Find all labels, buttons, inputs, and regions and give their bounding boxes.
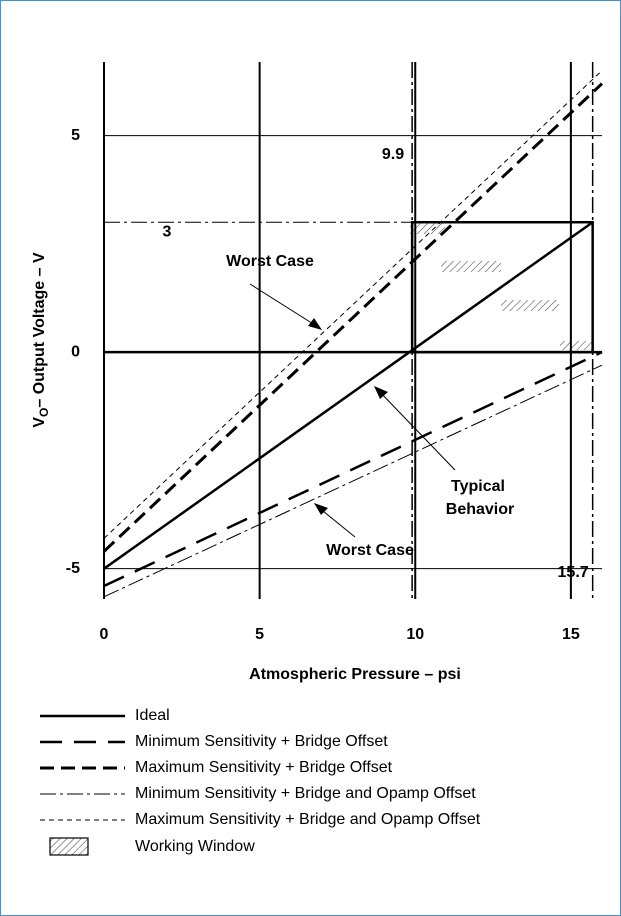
y-axis-label: VO– Output Voltage – V (31, 252, 51, 428)
y-tick-label: 0 (71, 343, 80, 360)
series-line (103, 70, 603, 539)
marker-label: 15.7 (558, 564, 589, 581)
arrow (377, 389, 456, 471)
legend-label: Working Window (135, 838, 255, 855)
hatch (501, 300, 559, 311)
series-line (102, 82, 604, 553)
legend-label: Maximum Sensitivity + Bridge and Opamp O… (135, 811, 481, 828)
series-line (103, 364, 603, 598)
arrow-head (314, 503, 328, 515)
legend-window-icon (49, 837, 89, 856)
working-window (410, 220, 594, 354)
hatch (410, 222, 445, 234)
x-tick-label: 15 (562, 626, 580, 643)
arrow-head (308, 318, 322, 330)
marker-label: 3 (163, 223, 172, 240)
marker-label: 9.9 (382, 146, 404, 163)
arrow (249, 283, 319, 328)
hatch (560, 341, 593, 350)
x-tick-label: 10 (406, 626, 424, 643)
legend-label: Ideal (135, 707, 170, 724)
x-axis-label: Atmospheric Pressure – psi (249, 666, 461, 683)
annotation: Worst Case (326, 542, 414, 559)
legend-label: Maximum Sensitivity + Bridge Offset (135, 759, 393, 776)
y-tick-label: 5 (71, 127, 80, 144)
y-tick-label: -5 (66, 560, 80, 577)
legend-label: Minimum Sensitivity + Bridge and Opamp O… (135, 785, 476, 802)
series-line (103, 351, 603, 588)
annotation: Typical (451, 478, 505, 495)
arrow (317, 506, 356, 538)
annotation: Behavior (446, 501, 514, 518)
x-tick-label: 0 (100, 626, 109, 643)
arrow-head (374, 386, 388, 399)
x-tick-label: 5 (255, 626, 264, 643)
series-line (103, 221, 594, 570)
legend-label: Minimum Sensitivity + Bridge Offset (135, 733, 388, 750)
hatch (441, 261, 501, 272)
annotation: Worst Case (226, 253, 314, 270)
